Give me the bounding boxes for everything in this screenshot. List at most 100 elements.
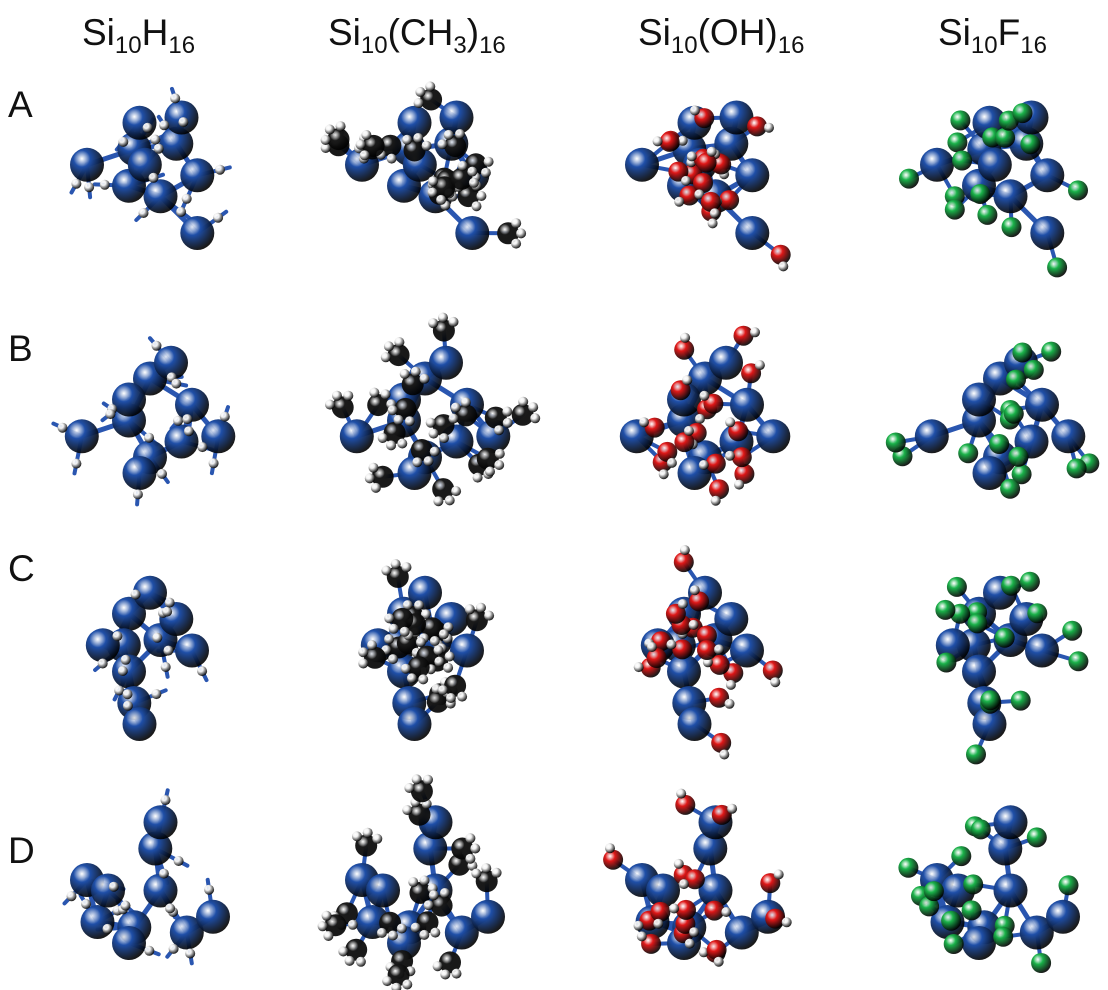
h-atom — [386, 153, 397, 164]
h-atom — [406, 673, 417, 684]
o-atom — [706, 939, 727, 960]
c-atom — [432, 478, 455, 501]
h-atom — [344, 955, 355, 966]
h-atom — [724, 698, 735, 709]
h-atom — [410, 366, 421, 377]
h-atom — [698, 947, 709, 958]
h-atom — [683, 425, 694, 436]
h-atom — [173, 856, 184, 866]
h-atom — [423, 900, 434, 911]
h-atom — [699, 390, 710, 401]
h-atom — [444, 495, 455, 506]
si-atom — [962, 382, 996, 417]
h-atom — [355, 139, 366, 150]
si-atom — [138, 831, 173, 866]
h-atom — [443, 662, 454, 673]
si-atom — [112, 382, 146, 417]
h-atom — [714, 644, 724, 655]
si-atom — [667, 654, 701, 689]
c-atom — [455, 404, 478, 427]
h-atom — [112, 631, 123, 642]
h-atom — [411, 774, 422, 785]
molecule-a-sif — [899, 100, 1088, 278]
si-atom — [714, 126, 749, 161]
h-atom — [384, 613, 395, 624]
h-atom — [689, 105, 700, 116]
si-atom — [85, 628, 120, 663]
h-atom — [724, 450, 735, 461]
si-atom — [122, 456, 157, 490]
h-atom — [457, 691, 468, 702]
h-atom — [689, 585, 700, 596]
h-atom — [725, 679, 736, 690]
h-atom — [639, 417, 649, 428]
h-atom — [108, 881, 119, 892]
o-atom — [659, 131, 680, 152]
h-atom — [694, 189, 705, 200]
c-atom — [387, 344, 410, 367]
h-atom — [384, 634, 394, 645]
h-atom — [706, 146, 717, 157]
f-atom — [1012, 103, 1033, 124]
h-atom — [150, 134, 161, 145]
molecule-d-sich3 — [317, 774, 505, 990]
h-atom — [181, 193, 192, 204]
o-atom — [719, 190, 740, 211]
f-atom — [1058, 875, 1079, 896]
h-atom — [484, 610, 495, 621]
f-atom — [1011, 464, 1032, 485]
f-atom — [1041, 341, 1062, 362]
o-atom — [711, 154, 732, 175]
h-atom — [481, 863, 492, 874]
o-atom — [696, 152, 717, 173]
h-atom — [152, 632, 163, 643]
f-atom — [923, 881, 944, 902]
si-atom — [439, 100, 474, 135]
si-atom — [709, 345, 743, 380]
si-atom — [64, 419, 99, 454]
o-atom — [684, 869, 705, 890]
si-atom — [444, 915, 479, 950]
molecule-d-sif — [898, 805, 1080, 973]
o-atom — [731, 447, 752, 468]
c-atom — [420, 88, 443, 111]
h-atom — [778, 261, 789, 272]
f-atom — [947, 132, 968, 153]
si-atom — [133, 575, 167, 610]
h-atom — [464, 604, 475, 615]
molecule-c-sioh — [633, 545, 783, 760]
molecule-c-sich3 — [358, 559, 495, 741]
column-header-sich3: Si10(CH3)16 — [328, 12, 506, 59]
h-atom — [465, 833, 476, 844]
h-atom — [401, 562, 412, 573]
c-atom — [408, 803, 431, 826]
si-atom — [70, 147, 104, 182]
f-atom — [952, 150, 973, 171]
f-atom — [1019, 571, 1040, 592]
row-label-d: D — [8, 830, 35, 871]
h-atom — [358, 647, 369, 658]
h-atom — [369, 387, 380, 398]
h-atom — [605, 843, 615, 854]
h-atom — [359, 150, 370, 161]
o-atom — [646, 648, 667, 668]
h-atom — [454, 129, 465, 139]
h-atom — [164, 597, 175, 608]
h-atom — [338, 946, 349, 957]
si-atom — [977, 147, 1012, 182]
c-atom — [497, 222, 520, 245]
h-atom — [676, 788, 687, 799]
f-atom — [980, 690, 1001, 711]
h-atom — [734, 479, 745, 490]
h-atom — [377, 433, 388, 443]
f-atom — [1047, 257, 1068, 278]
c-atom — [511, 403, 534, 426]
h-atom — [423, 456, 434, 467]
f-atom — [961, 900, 982, 921]
h-atom — [158, 868, 169, 879]
column-header-sioh: Si10(OH)16 — [638, 12, 805, 59]
h-atom — [370, 482, 381, 493]
o-atom — [674, 432, 695, 453]
h-atom — [102, 923, 113, 934]
